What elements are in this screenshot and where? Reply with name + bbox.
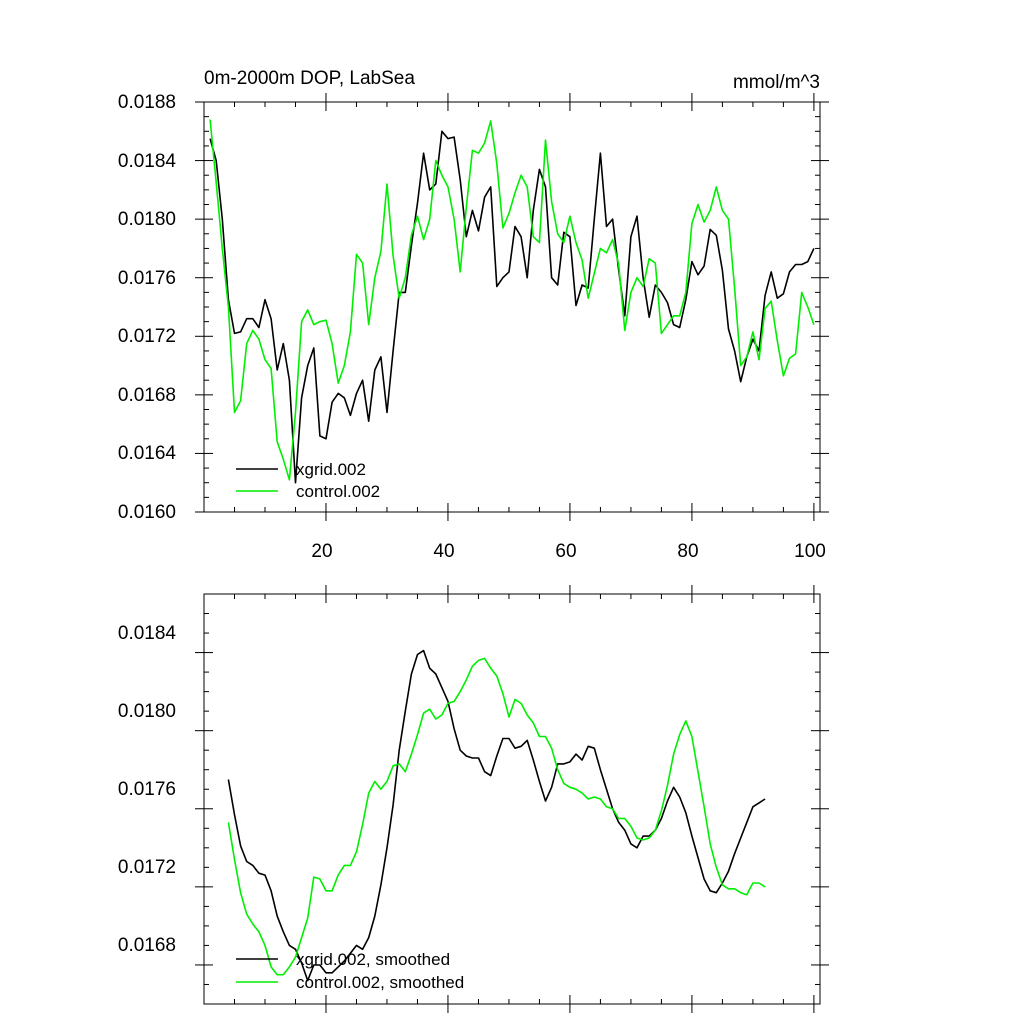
legend-label-xgrid: xgrid.002 [296, 460, 366, 479]
legend-label-control-smoothed: control.002, smoothed [296, 973, 464, 992]
ytick-label: 0.0176 [118, 268, 176, 289]
xtick-label: 20 [311, 541, 332, 562]
ytick-label: 0.0160 [118, 502, 176, 523]
xtick-label: 80 [677, 541, 698, 562]
xtick-label: 60 [555, 541, 576, 562]
top-units: mmol/m^3 [733, 72, 820, 93]
bottom-legend: xgrid.002, smoothed control.002, smoothe… [236, 950, 464, 992]
ytick-label: 0.0184 [118, 623, 177, 644]
ytick-label: 0.0176 [118, 779, 176, 800]
ytick-label: 0.0172 [118, 857, 176, 878]
top-legend: xgrid.002 control.002 [236, 460, 380, 501]
series-line-control-002 [209, 119, 815, 481]
top-panel: 0m-2000m DOP, LabSea mmol/m^3 0.0160 0.0… [118, 68, 829, 562]
xtick-label: 40 [433, 541, 454, 562]
series-line-control-002-smoothed [227, 657, 766, 976]
xtick-label: 100 [794, 541, 826, 562]
legend-label-xgrid-smoothed: xgrid.002, smoothed [296, 950, 450, 969]
ytick-label: 0.0180 [118, 701, 176, 722]
ytick-label: 0.0168 [118, 385, 176, 406]
ytick-label: 0.0164 [118, 443, 177, 464]
series-line-xgrid-002 [209, 130, 815, 484]
series-line-xgrid-002-smoothed [227, 649, 766, 982]
ytick-label: 0.0184 [118, 151, 177, 172]
ytick-label: 0.0168 [118, 935, 176, 956]
bottom-panel: 0.0168 0.0172 0.0176 0.0180 0.0184 xgrid… [118, 585, 829, 1013]
ytick-label: 0.0188 [118, 92, 176, 113]
top-title: 0m-2000m DOP, LabSea [204, 68, 415, 89]
legend-label-control: control.002 [296, 482, 380, 501]
bottom-plot-frame [203, 593, 821, 1005]
top-plot-frame [203, 101, 821, 513]
ytick-label: 0.0180 [118, 209, 176, 230]
ytick-label: 0.0172 [118, 326, 176, 347]
